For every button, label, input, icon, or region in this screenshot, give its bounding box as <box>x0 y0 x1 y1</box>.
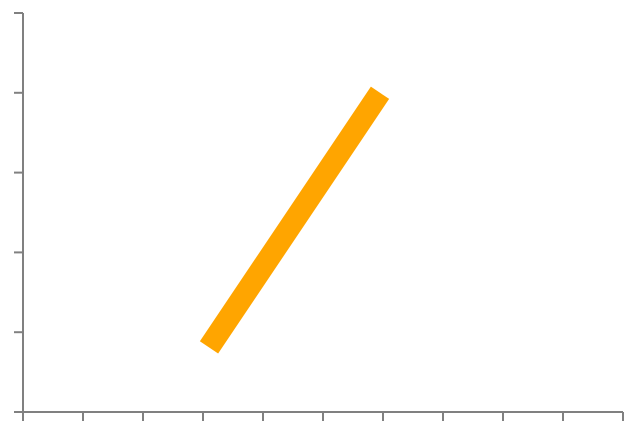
series-line <box>199 86 390 354</box>
plot-area <box>199 86 390 354</box>
axes <box>14 12 624 421</box>
